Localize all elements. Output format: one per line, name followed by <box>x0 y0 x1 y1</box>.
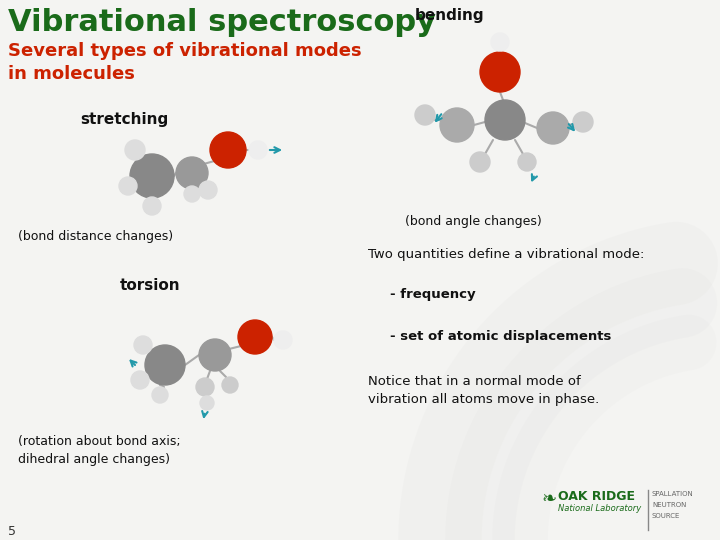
Text: bending: bending <box>415 8 485 23</box>
Circle shape <box>145 345 185 385</box>
Circle shape <box>222 377 238 393</box>
Circle shape <box>130 154 174 198</box>
Circle shape <box>176 157 208 189</box>
Text: SOURCE: SOURCE <box>652 513 680 519</box>
Circle shape <box>199 339 231 371</box>
Circle shape <box>199 181 217 199</box>
Text: (bond angle changes): (bond angle changes) <box>405 215 541 228</box>
Text: - set of atomic displacements: - set of atomic displacements <box>390 330 611 343</box>
Text: National Laboratory: National Laboratory <box>558 504 642 513</box>
Text: 5: 5 <box>8 525 16 538</box>
Circle shape <box>274 331 292 349</box>
Circle shape <box>200 396 214 410</box>
Text: ❧: ❧ <box>542 490 557 508</box>
Circle shape <box>238 320 272 354</box>
Circle shape <box>415 105 435 125</box>
Circle shape <box>249 141 267 159</box>
Text: OAK RIDGE: OAK RIDGE <box>558 490 635 503</box>
Circle shape <box>184 186 200 202</box>
Circle shape <box>440 108 474 142</box>
Text: Two quantities define a vibrational mode:: Two quantities define a vibrational mode… <box>368 248 644 261</box>
Circle shape <box>143 197 161 215</box>
Circle shape <box>537 112 569 144</box>
Circle shape <box>210 132 246 168</box>
Text: SPALLATION: SPALLATION <box>652 491 694 497</box>
Circle shape <box>134 336 152 354</box>
Text: NEUTRON: NEUTRON <box>652 502 686 508</box>
Circle shape <box>518 153 536 171</box>
Circle shape <box>152 387 168 403</box>
Circle shape <box>573 112 593 132</box>
Text: Notice that in a normal mode of
vibration all atoms move in phase.: Notice that in a normal mode of vibratio… <box>368 375 599 406</box>
Circle shape <box>470 152 490 172</box>
Circle shape <box>119 177 137 195</box>
Text: Several types of vibrational modes
in molecules: Several types of vibrational modes in mo… <box>8 42 361 83</box>
Text: stretching: stretching <box>80 112 168 127</box>
Text: torsion: torsion <box>120 278 181 293</box>
Circle shape <box>125 140 145 160</box>
Text: - frequency: - frequency <box>390 288 476 301</box>
Circle shape <box>485 100 525 140</box>
Circle shape <box>480 52 520 92</box>
Circle shape <box>196 378 214 396</box>
Circle shape <box>131 371 149 389</box>
Circle shape <box>491 33 509 51</box>
Text: Vibrational spectroscopy: Vibrational spectroscopy <box>8 8 436 37</box>
Text: (rotation about bond axis;
dihedral angle changes): (rotation about bond axis; dihedral angl… <box>18 435 181 466</box>
Text: (bond distance changes): (bond distance changes) <box>18 230 173 243</box>
